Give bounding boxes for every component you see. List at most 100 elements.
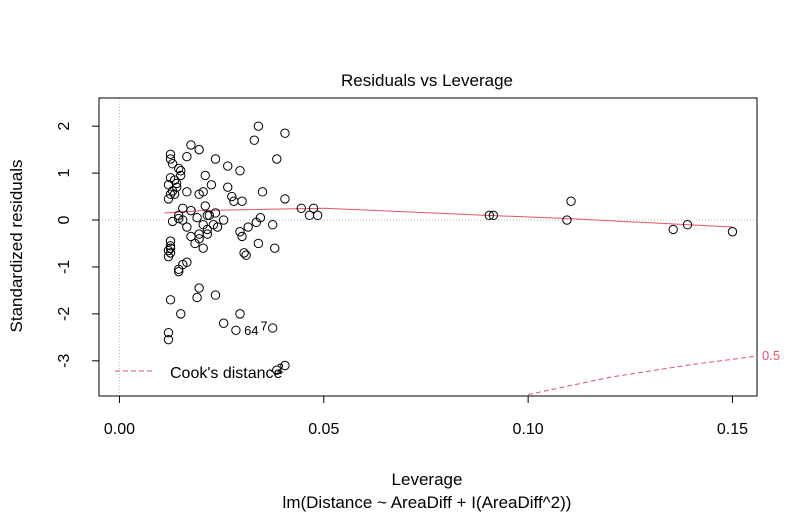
data-point-75 — [239, 248, 249, 258]
data-point-46 — [192, 212, 202, 223]
data-point-68 — [218, 215, 229, 225]
data-point-1 — [165, 154, 176, 164]
data-point-18 — [165, 236, 176, 246]
y-axis-label: Standardized residuals — [7, 160, 26, 333]
x-tick-label-3: 0.15 — [717, 421, 748, 438]
data-point-67 — [227, 191, 237, 202]
data-point-4 — [176, 170, 186, 181]
cooks-distance-contour — [528, 355, 758, 396]
data-point-25 — [173, 264, 184, 274]
data-point-83 — [272, 154, 282, 164]
data-point-65 — [223, 182, 233, 192]
data-point-44 — [200, 201, 210, 211]
point-label-2: 2 — [277, 361, 284, 376]
data-point-37 — [182, 187, 192, 197]
smoother-path — [164, 207, 733, 228]
data-point-93 — [267, 323, 278, 333]
cooks-contour-label: 0.5 — [762, 348, 780, 363]
data-point-28 — [165, 295, 176, 305]
x-tick-label-2: 0.10 — [513, 421, 544, 438]
model-formula-subtitle: lm(Distance ~ AreaDiff + I(AreaDiff^2)) — [283, 493, 572, 512]
data-point-76 — [249, 135, 260, 145]
data-point-21 — [163, 245, 174, 256]
cooks-distance-path — [528, 355, 758, 396]
data-point-16 — [178, 203, 188, 213]
data-point-62 — [210, 290, 221, 300]
data-point-52 — [194, 234, 204, 244]
data-point-40 — [198, 187, 208, 197]
data-point-86 — [280, 194, 290, 204]
y-tick-label-4: 1 — [56, 169, 73, 178]
data-point-10 — [165, 189, 176, 199]
data-point-11 — [169, 189, 180, 199]
x-axis-label: Leverage — [392, 470, 463, 489]
y-tick-label-3: 0 — [56, 215, 73, 224]
data-point-85 — [280, 128, 290, 138]
data-point-33 — [176, 166, 186, 176]
data-point-100 — [668, 224, 678, 235]
data-point-101 — [682, 220, 693, 230]
data-point-81 — [253, 238, 264, 249]
data-point-15 — [167, 216, 178, 227]
data-point-30 — [163, 327, 174, 338]
data-point-47 — [186, 205, 196, 216]
data-point-59 — [198, 243, 208, 253]
y-axis: -3 -2 -1 0 1 2 — [56, 122, 100, 368]
data-point-29 — [176, 309, 186, 319]
data-point-102 — [727, 227, 738, 237]
data-point-2 — [167, 159, 178, 169]
data-point-19 — [165, 241, 176, 251]
data-point-69 — [235, 166, 245, 176]
point-labels: 64 7 2 — [244, 318, 284, 375]
x-tick-label-0: 0.00 — [104, 421, 135, 438]
data-point-14 — [173, 213, 184, 224]
data-point-36 — [194, 144, 204, 155]
data-point-97 — [488, 210, 499, 221]
legend-cooks-label: Cook's distance — [170, 365, 283, 382]
x-tick-label-1: 0.05 — [308, 421, 339, 438]
data-point-43 — [202, 210, 213, 221]
data-point-60 — [194, 283, 204, 293]
data-point-74 — [241, 250, 251, 260]
data-point-20 — [165, 243, 176, 253]
data-point-26 — [173, 266, 184, 277]
data-point-77 — [253, 121, 264, 131]
data-point-48 — [182, 222, 192, 232]
data-point-56 — [204, 210, 215, 221]
data-point-82 — [267, 220, 278, 230]
y-tick-label-0: -3 — [56, 354, 73, 368]
data-point-54 — [202, 229, 213, 239]
y-tick-label-5: 2 — [56, 122, 73, 131]
data-point-41 — [206, 180, 217, 190]
data-point-35 — [182, 151, 192, 162]
data-point-34 — [186, 140, 196, 150]
data-point-99 — [562, 215, 572, 225]
x-axis: 0.00 0.05 0.10 0.15 — [104, 395, 748, 438]
data-point-71 — [235, 227, 245, 237]
data-point-89 — [304, 210, 315, 221]
data-point-12 — [163, 194, 174, 204]
data-point-64 — [223, 161, 233, 171]
smoother-line — [164, 207, 733, 228]
y-tick-label-2: -1 — [56, 260, 73, 274]
data-point-39 — [200, 170, 210, 181]
data-point-45 — [210, 208, 221, 218]
chart-title: Residuals vs Leverage — [341, 71, 513, 90]
data-point-96 — [484, 210, 495, 221]
data-point-84 — [270, 243, 280, 253]
data-point-95 — [280, 360, 290, 371]
data-point-63 — [218, 318, 229, 328]
data-point-72 — [237, 231, 247, 242]
data-point-66 — [229, 196, 239, 206]
data-point-78 — [257, 187, 268, 197]
data-point-80 — [255, 212, 266, 223]
data-point-98 — [566, 196, 576, 206]
data-point-70 — [237, 196, 247, 206]
y-tick-label-1: -2 — [56, 307, 73, 321]
data-point-31 — [163, 334, 174, 345]
data-point-23 — [163, 251, 174, 262]
data-point-42 — [210, 154, 221, 164]
data-point-32 — [173, 163, 184, 174]
data-point-88 — [308, 203, 319, 213]
